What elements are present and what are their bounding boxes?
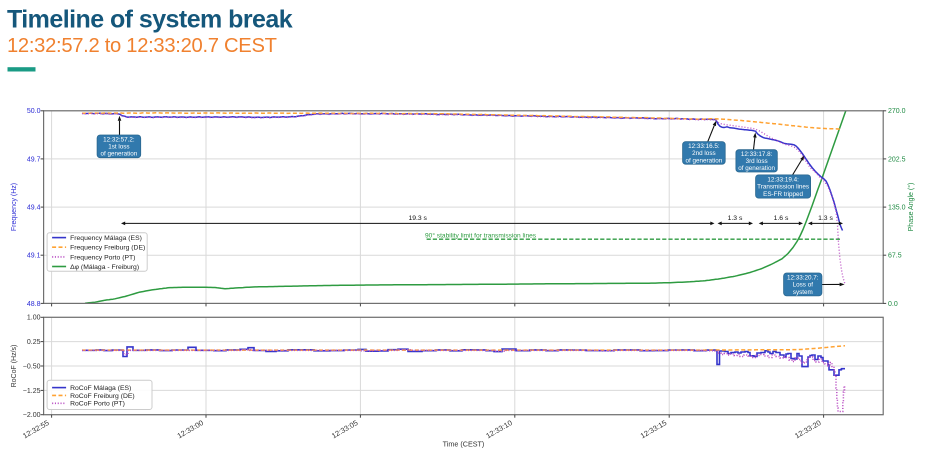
svg-text:12:32:57.2:: 12:32:57.2: (103, 136, 135, 143)
svg-text:49.4: 49.4 (27, 205, 41, 212)
svg-text:system: system (793, 289, 813, 296)
svg-text:48.8: 48.8 (27, 301, 41, 308)
svg-text:Frequency Freiburg (DE): Frequency Freiburg (DE) (70, 245, 145, 252)
svg-text:1st loss: 1st loss (108, 144, 129, 151)
svg-text:3rd loss: 3rd loss (746, 158, 768, 165)
svg-text:−2.00: −2.00 (23, 412, 41, 419)
svg-text:0.25: 0.25 (27, 339, 41, 346)
svg-text:RoCoF Freiburg (DE): RoCoF Freiburg (DE) (70, 393, 135, 400)
svg-text:Δφ (Málaga - Freiburg): Δφ (Málaga - Freiburg) (70, 264, 139, 271)
svg-text:of generation: of generation (101, 151, 138, 158)
svg-text:135.0: 135.0 (888, 205, 906, 212)
svg-text:50.0: 50.0 (27, 108, 41, 115)
svg-text:Loss of: Loss of (793, 282, 814, 289)
svg-text:Frequency Porto (PT): Frequency Porto (PT) (70, 254, 135, 261)
svg-text:of generation: of generation (738, 165, 775, 172)
svg-text:2nd loss: 2nd loss (692, 150, 715, 157)
svg-text:Time (CEST): Time (CEST) (443, 440, 485, 449)
svg-text:Transmission lines: Transmission lines (757, 184, 809, 191)
svg-text:49.7: 49.7 (27, 156, 41, 163)
svg-text:202.5: 202.5 (888, 156, 906, 163)
svg-text:Phase Angle (°): Phase Angle (°) (907, 183, 915, 232)
svg-text:12:33:17.8:: 12:33:17.8: (741, 151, 773, 158)
svg-text:1.00: 1.00 (27, 315, 41, 322)
svg-text:67.5: 67.5 (888, 253, 902, 260)
svg-text:1.6 s: 1.6 s (774, 215, 789, 222)
svg-text:Timeline of system break: Timeline of system break (7, 6, 293, 34)
svg-text:Frequency Málaga (ES): Frequency Málaga (ES) (70, 235, 142, 242)
svg-text:RoCoF (Hz/s): RoCoF (Hz/s) (11, 345, 18, 388)
svg-text:12:32:57.2 to 12:33:20.7 CEST: 12:32:57.2 to 12:33:20.7 CEST (7, 35, 277, 57)
svg-text:270.0: 270.0 (888, 108, 906, 115)
svg-text:RoCoF Porto (PT): RoCoF Porto (PT) (70, 401, 125, 408)
svg-text:12:33:19.4:: 12:33:19.4: (767, 177, 799, 184)
svg-text:49.1: 49.1 (27, 253, 41, 260)
svg-text:1.3 s: 1.3 s (728, 215, 743, 222)
svg-text:0.0: 0.0 (888, 301, 898, 308)
svg-text:Frequency (Hz): Frequency (Hz) (11, 183, 18, 231)
svg-text:ES-FR tripped: ES-FR tripped (763, 191, 803, 198)
svg-text:19.3 s: 19.3 s (408, 215, 427, 222)
svg-text:RoCoF Málaga (ES): RoCoF Málaga (ES) (70, 385, 131, 392)
svg-text:−1.25: −1.25 (23, 388, 41, 395)
svg-text:−0.50: −0.50 (23, 363, 41, 370)
svg-text:of generation: of generation (686, 157, 723, 164)
svg-text:90° stability limit for transm: 90° stability limit for transmission lin… (425, 231, 537, 239)
svg-text:12:33:20.7:: 12:33:20.7: (787, 274, 819, 281)
svg-text:1.3 s: 1.3 s (818, 215, 833, 222)
svg-text:12:33:16.5:: 12:33:16.5: (688, 143, 720, 150)
